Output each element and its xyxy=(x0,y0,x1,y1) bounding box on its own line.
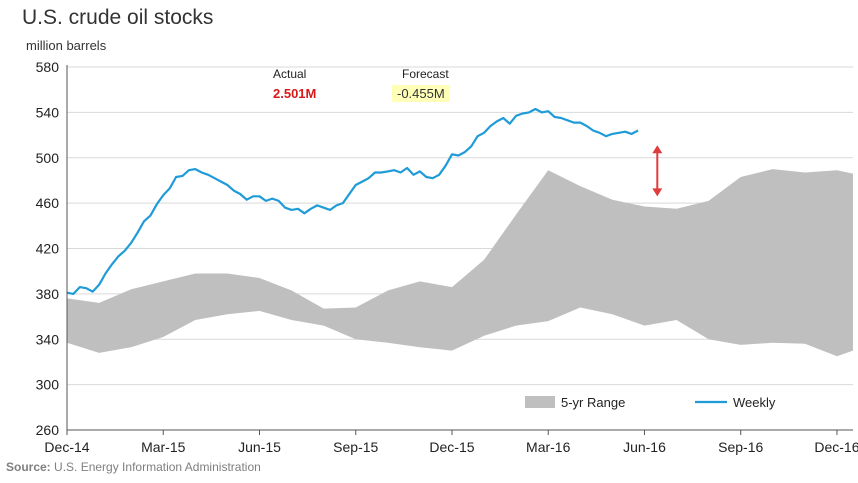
x-tick-label: Mar-15 xyxy=(141,439,186,455)
x-tick-label: Sep-15 xyxy=(333,439,378,455)
actual-value: 2.501M xyxy=(273,86,317,101)
y-tick-label: 580 xyxy=(36,59,60,75)
legend-label-weekly: Weekly xyxy=(733,395,776,410)
y-tick-label: 540 xyxy=(36,104,60,120)
forecast-label: Forecast xyxy=(402,67,449,81)
axes: 260 300 340 380 420 460 500 540 580 Dec-14 Mar-15 J… xyxy=(36,59,858,455)
y-tick-label: 460 xyxy=(36,195,60,211)
legend-label-range: 5-yr Range xyxy=(561,395,625,410)
x-tick-label: Sep-16 xyxy=(718,439,763,455)
y-tick-label: 340 xyxy=(36,331,60,347)
arrow-head-down xyxy=(652,188,663,197)
x-tick-label: Dec-14 xyxy=(44,439,89,455)
five-year-range-area xyxy=(67,169,853,357)
y-tick-label: 380 xyxy=(36,286,60,302)
legend-swatch-range xyxy=(525,396,555,408)
x-tick-label: Dec-15 xyxy=(429,439,474,455)
chart-title: U.S. crude oil stocks xyxy=(22,6,214,29)
source-text: U.S. Energy Information Administration xyxy=(54,460,261,474)
weekly-series xyxy=(66,107,639,295)
y-axis-unit-label: million barrels xyxy=(26,38,107,53)
x-tick-label: Dec-16 xyxy=(814,439,858,455)
arrow-head-up xyxy=(652,145,663,154)
forecast-value: -0.455M xyxy=(392,85,450,102)
source-label: Source: xyxy=(6,460,51,474)
legend: 5-yr Range Weekly xyxy=(525,395,776,410)
x-tick-label: Mar-16 xyxy=(526,439,571,455)
x-tick-label: Jun-16 xyxy=(623,439,666,455)
five-year-range-band xyxy=(67,169,853,357)
source-note: Source: U.S. Energy Information Administ… xyxy=(6,460,261,474)
weekly-line xyxy=(66,107,639,295)
y-tick-label: 300 xyxy=(36,377,60,393)
y-tick-label: 260 xyxy=(36,422,60,438)
y-tick-label: 500 xyxy=(36,150,60,166)
gap-arrow xyxy=(652,145,663,197)
y-tick-label: 420 xyxy=(36,241,60,257)
actual-label: Actual xyxy=(273,67,307,81)
x-tick-label: Jun-15 xyxy=(238,439,281,455)
